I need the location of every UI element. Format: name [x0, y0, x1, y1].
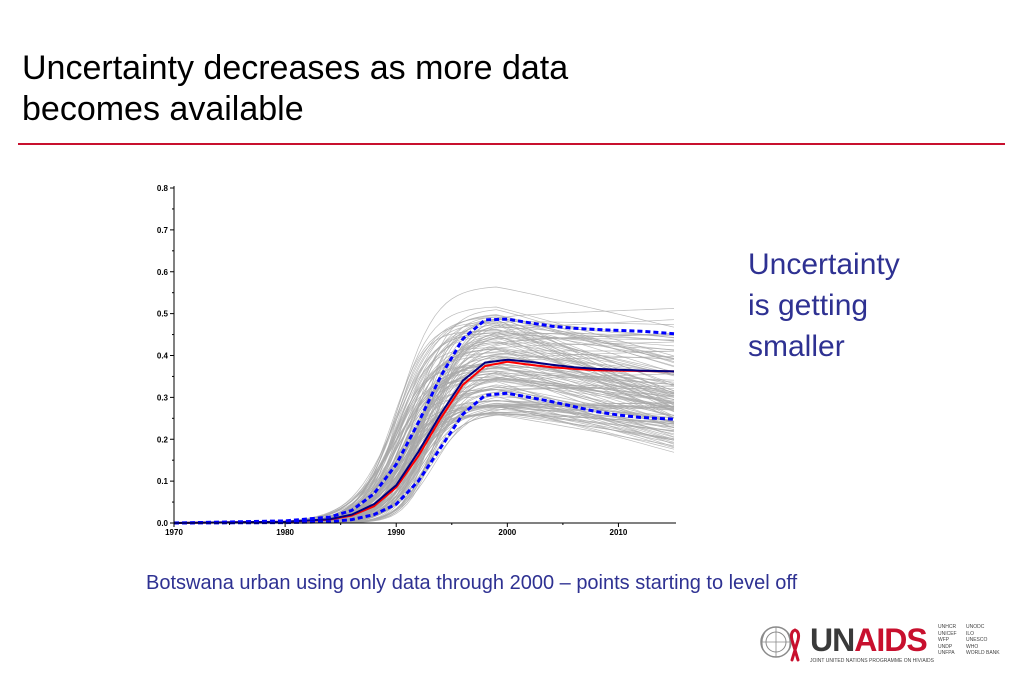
y-tick-label: 0.8 [157, 184, 169, 193]
cosponsor: UNHCR [938, 624, 957, 630]
y-tick-label: 0.2 [157, 435, 169, 444]
slide-title-line1: Uncertainty decreases as more data [22, 49, 569, 87]
un-emblem-red-ribbon-icon [760, 626, 801, 662]
logo-wordmark: UNAIDS [810, 622, 928, 659]
cosponsor: WFP [938, 637, 950, 643]
logo-cosponsors: UNHCR UNICEF WFP UNDP UNFPA UNODC ILO UN… [938, 624, 1000, 657]
y-tick-label: 0.4 [157, 352, 169, 361]
callout-line-1: Uncertainty [748, 248, 900, 281]
cosponsor: UNODC [966, 624, 985, 630]
x-tick-label: 1970 [165, 528, 183, 537]
uncertainty-curve [174, 374, 675, 524]
cosponsor: UNDP [938, 643, 953, 650]
callout-line-2: is getting [748, 289, 869, 322]
x-tick-label: 2000 [498, 528, 516, 537]
y-tick-label: 0.1 [157, 477, 169, 486]
series-layer [173, 317, 675, 525]
y-tick-label: 0.7 [157, 226, 169, 235]
logo-aids: AIDS [854, 622, 927, 658]
cosponsor: UNICEF [938, 630, 957, 637]
cosponsor: UNESCO [966, 637, 988, 643]
uncertainty-callout: Uncertainty is getting smaller [748, 244, 968, 367]
x-tick-label: 1990 [387, 528, 405, 537]
x-tick-label: 2010 [610, 528, 628, 537]
logo-un: UN [810, 622, 855, 658]
y-tick-label: 0.5 [157, 310, 169, 319]
logo-tagline: JOINT UNITED NATIONS PROGRAMME ON HIV/AI… [810, 658, 934, 664]
prevalence-uncertainty-chart: 0.0 0.1 0.2 0.3 0.4 0.5 0.6 0.7 0.8 1970 1980 1990 2… [157, 184, 676, 537]
callout-line-3: smaller [748, 330, 845, 363]
axes: 0.0 0.1 0.2 0.3 0.4 0.5 0.6 0.7 0.8 1970 1980 1990 2… [157, 184, 676, 537]
uncertainty-bound-line [173, 391, 675, 525]
cosponsor: UNFPA [938, 650, 955, 656]
slide-title-line2: becomes available [22, 90, 304, 128]
median-fit-line [173, 358, 675, 524]
y-tick-label: 0.6 [157, 268, 169, 277]
unaids-logo: UNAIDS JOINT UNITED NATIONS PROGRAMME ON… [758, 618, 1008, 666]
uncertainty-bound-line [173, 317, 675, 525]
slide-title: Uncertainty decreases as more data becom… [22, 48, 782, 130]
title-divider [18, 143, 1005, 145]
uncertainty-curves [174, 286, 675, 524]
cosponsor: ILO [966, 630, 975, 637]
y-tick-label: 0.0 [157, 519, 169, 528]
y-tick-label: 0.3 [157, 393, 169, 402]
x-tick-label: 1980 [276, 528, 294, 537]
cosponsor: WORLD BANK [966, 650, 1000, 656]
chart-caption: Botswana urban using only data through 2… [146, 572, 798, 594]
cosponsor: WHO [966, 643, 979, 650]
